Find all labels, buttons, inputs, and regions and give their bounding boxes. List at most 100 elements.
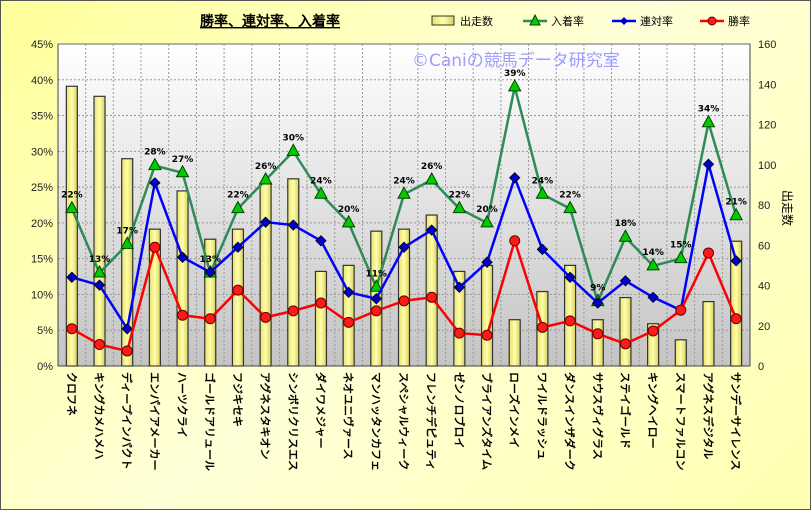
win-rate-point: [343, 316, 355, 328]
left-tick-label: 15%: [31, 254, 53, 266]
place-rate-point: [370, 293, 383, 305]
category-label: ローズインメイ: [508, 372, 522, 448]
bar-starts: [287, 178, 300, 367]
left-tick-label: 45%: [31, 39, 53, 51]
data-label: 26%: [255, 162, 277, 172]
data-label: 26%: [421, 162, 443, 172]
data-label: 11%: [366, 269, 388, 279]
win-rate-point: [730, 313, 742, 325]
data-label: 39%: [504, 69, 526, 79]
legend-bar-swatch: [431, 15, 455, 26]
win-rate-point: [619, 338, 631, 350]
place-rate-point: [398, 241, 410, 253]
show-rate-point: [480, 214, 494, 228]
win-rate-point: [177, 309, 189, 321]
show-rate-point: [535, 186, 550, 199]
data-label: 22%: [61, 191, 83, 201]
place-rate-point: [481, 256, 493, 268]
data-label: 18%: [615, 219, 637, 229]
bar-starts: [314, 270, 328, 367]
data-label: 9%: [590, 284, 605, 294]
data-label: 24%: [532, 176, 554, 186]
right-tick-label: 0: [758, 361, 764, 373]
place-rate-point: [592, 297, 604, 309]
bar-starts: [176, 190, 189, 367]
category-label: ネオユニヴァース: [342, 372, 356, 459]
show-rate-point: [424, 171, 439, 185]
category-label: サウスヴィグラス: [591, 372, 605, 460]
category-label: ブライアンズタイム: [480, 372, 494, 470]
legend-label: 勝率: [728, 14, 750, 28]
data-label: 20%: [476, 205, 498, 215]
data-label: 17%: [116, 226, 138, 236]
place-rate-point: [509, 172, 521, 184]
chart-title: 勝率、連対率、入着率: [200, 13, 340, 30]
right-tick-label: 80: [758, 200, 770, 212]
show-rate-point: [148, 157, 162, 171]
legend-circle-icon: [707, 16, 717, 26]
category-label: クロフネ: [65, 372, 78, 416]
category-label: ゼンノロブロイ: [452, 372, 466, 448]
category-label: エンパイアメーカー: [148, 372, 161, 470]
left-tick-label: 25%: [31, 182, 53, 194]
bar-starts: [93, 95, 106, 367]
category-label: マンハッタンカフェ: [369, 372, 382, 471]
right-tick-label: 40: [758, 281, 770, 293]
left-tick-label: 35%: [31, 111, 53, 123]
data-label: 34%: [698, 105, 720, 115]
data-label: 22%: [559, 191, 581, 201]
win-rate-point: [232, 284, 244, 296]
data-label: 27%: [172, 155, 194, 165]
category-label: アグネスデジタル: [701, 372, 715, 459]
place-rate-point: [121, 323, 133, 335]
place-rate-point: [204, 266, 216, 278]
legend-diamond-icon: [620, 17, 628, 25]
bar-starts: [702, 301, 715, 367]
place-rate-point: [315, 235, 327, 247]
data-label: 22%: [227, 191, 249, 201]
win-rate-point: [287, 305, 299, 317]
place-rate-point: [425, 224, 438, 236]
place-rate-point: [619, 275, 632, 287]
win-rate-point: [675, 304, 687, 316]
data-label: 13%: [89, 255, 111, 265]
place-rate-point: [564, 271, 576, 283]
show-rate-point: [314, 186, 328, 199]
win-rate-point: [481, 329, 493, 341]
data-label: 28%: [144, 148, 166, 158]
category-label: ワイルドラッシュ: [535, 372, 548, 460]
watermark: ©Caniの競馬データ研究室: [412, 50, 620, 71]
category-label: ゴールドアリュール: [203, 372, 217, 471]
win-rate-point: [536, 321, 548, 333]
win-rate-point: [121, 345, 133, 357]
place-rate-point: [149, 177, 161, 189]
win-rate-point: [260, 311, 272, 323]
category-label: ダンスインザダーク: [563, 372, 577, 471]
right-tick-label: 120: [758, 120, 776, 132]
place-rate-point: [66, 271, 78, 283]
data-label: 21%: [725, 198, 747, 208]
bar-starts: [508, 319, 521, 367]
legend: 出走数 入着率 連対率 勝率: [431, 13, 750, 28]
place-rate-point: [93, 279, 106, 291]
place-rate-point: [287, 219, 299, 231]
data-label: 15%: [670, 241, 692, 251]
category-label: スペシャルウィーク: [397, 372, 410, 470]
bar-starts: [342, 264, 355, 367]
place-rate-point: [232, 241, 244, 253]
show-rate-point: [120, 236, 135, 249]
data-label: 22%: [449, 191, 471, 201]
win-rate-point: [426, 291, 438, 303]
place-rate-point: [730, 255, 742, 267]
show-rate-point: [258, 171, 273, 185]
data-label: 24%: [310, 176, 332, 186]
left-tick-label: 10%: [31, 289, 53, 301]
category-label: スマートファルコン: [674, 372, 687, 470]
left-tick-label: 40%: [31, 75, 53, 87]
category-label: ディープインパクト: [120, 372, 134, 470]
category-label: ステイゴールド: [618, 372, 632, 449]
bar-starts: [591, 319, 604, 367]
win-rate-point: [702, 247, 714, 259]
show-rate-point: [646, 257, 660, 271]
bar-starts: [674, 339, 687, 367]
